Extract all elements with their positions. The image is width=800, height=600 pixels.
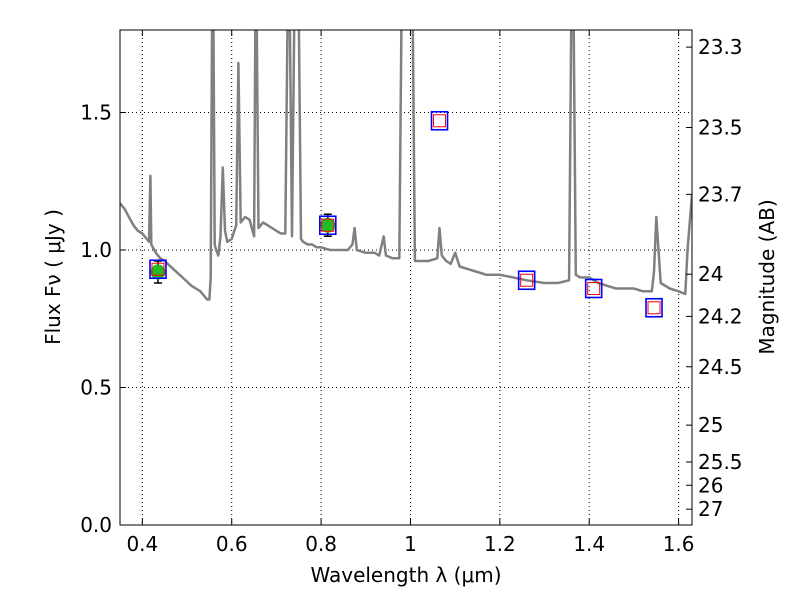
measured-point: [320, 217, 336, 233]
measured-point: [150, 264, 166, 280]
model-point-inner: [151, 262, 165, 276]
y-tick-label: 1.0: [80, 238, 112, 262]
model-point-inner: [433, 114, 447, 128]
x-tick-label: 1.6: [663, 532, 695, 556]
y-axis-left: 0.0 0.5 1.0 1.5: [80, 101, 126, 537]
y2-tick-label: 24: [698, 262, 723, 286]
model-point-inner: [647, 301, 661, 315]
y-tick-label: 1.5: [80, 101, 112, 125]
spectrum-line: [120, 30, 692, 301]
model-point-outer: [517, 270, 536, 291]
grid-lines: [120, 30, 692, 526]
y2-tick-label: 23.7: [698, 182, 743, 206]
x-axis-title: Wavelength λ (μm): [310, 563, 501, 587]
x-tick-label: 0.8: [305, 532, 337, 556]
x-tick-label: 1: [404, 532, 417, 556]
model-point-outer: [584, 278, 603, 299]
model-point-inner: [520, 273, 534, 287]
y2-axis-title: Magnitude (AB): [755, 199, 779, 354]
x-tick-label: 1.4: [573, 532, 605, 556]
y2-tick-label: 25: [698, 413, 723, 437]
y-axis-title: Flux Fν ( μJy ): [41, 209, 65, 345]
y2-tick-label: 25.5: [698, 450, 743, 474]
model-point-inner: [321, 218, 335, 232]
plot-frame: [119, 29, 693, 526]
photometry-markers: [149, 110, 663, 318]
x-tick-label: 0.6: [216, 532, 248, 556]
y2-tick-label: 27: [698, 497, 723, 521]
model-spectrum: [120, 30, 692, 301]
y-tick-label: 0.5: [80, 376, 112, 400]
y2-tick-label: 23.5: [698, 116, 743, 140]
x-tick-label: 1.2: [484, 532, 516, 556]
model-point-outer: [430, 110, 449, 131]
model-point-outer: [645, 297, 663, 318]
y2-tick-label: 26: [698, 473, 723, 497]
x-axis: 0.4 0.6 0.8 1 1.2 1.4 1.6: [126, 30, 695, 556]
x-tick-label: 0.4: [126, 532, 158, 556]
model-point-inner: [587, 282, 601, 295]
y2-tick-label: 24.5: [698, 355, 743, 379]
y-tick-label: 0.0: [80, 513, 112, 537]
y2-tick-label: 24.2: [698, 304, 743, 328]
model-point-outer: [149, 259, 167, 280]
model-point-outer: [318, 215, 337, 236]
y2-tick-label: 23.3: [698, 35, 743, 59]
